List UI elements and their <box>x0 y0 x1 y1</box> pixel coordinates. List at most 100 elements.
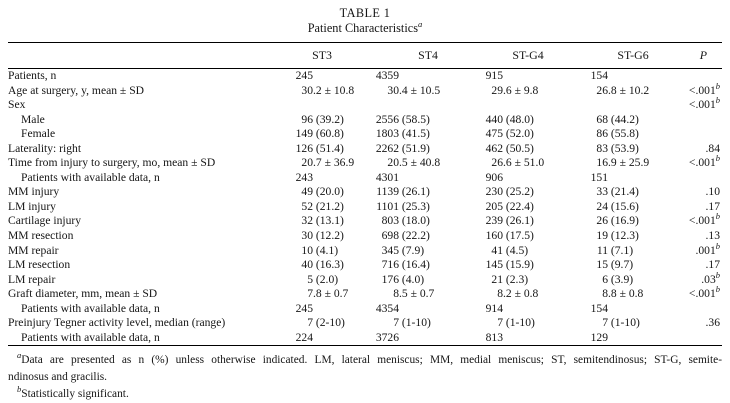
cell-stg4: 8.2 ± 0.8 <box>497 287 539 301</box>
cell-stg6: 26.8 ± 10.2 <box>596 83 650 97</box>
p-value-footnote-marker: b <box>715 95 720 106</box>
table-row: Time from injury to surgery, mo, mean ± … <box>8 154 722 171</box>
cell-st4: 4359 <box>375 69 399 82</box>
cell-st3: 243 <box>295 170 313 184</box>
cell-p-value: <.001b <box>688 211 720 228</box>
table-title-block: TABLE 1 Patient Characteristicsa <box>0 0 730 42</box>
table-row: Patients, n 245 4359 915 154 <box>8 69 722 84</box>
cell-stg4: 475 (52.0) <box>485 127 534 141</box>
cell-st4: 4301 <box>375 170 399 184</box>
cell-st4: 7 (1-10) <box>393 316 431 330</box>
cell-st4: 176 (4.0) <box>381 272 425 286</box>
p-value-footnote-marker: b <box>715 269 720 280</box>
cell-p-value <box>662 331 722 346</box>
cell-stg4: 205 (22.4) <box>485 199 534 213</box>
cell-stg6: 151 <box>590 170 608 184</box>
cell-stg6: 154 <box>590 301 608 315</box>
header-stg4: ST-G4 <box>458 42 562 69</box>
table-row: Patients with available data, n 245 4354 91… <box>8 302 722 317</box>
cell-stg4 <box>458 98 562 113</box>
row-label: Female <box>21 127 56 141</box>
cell-st3: 149 (60.8) <box>295 127 344 141</box>
cell-st4: 2262 (51.9) <box>375 141 430 155</box>
row-label: LM repair <box>8 272 56 286</box>
cell-st3 <box>278 98 366 113</box>
table-header-row: ST3 ST4 ST-G4 ST-G6 P <box>8 42 722 69</box>
cell-stg4: 440 (48.0) <box>485 112 534 126</box>
table-row: Age at surgery, y, mean ± SD 30.2 ± 10.8 3… <box>8 80 722 99</box>
table-row: MM repair 10 (4.1) 345 (7.9) 41 (4.5) 11 (7.… <box>8 240 722 259</box>
cell-p-value: .13 <box>705 229 721 243</box>
table-row: LM repair 5 (2.0) 176 (4.0) 21 (2.3) 6 (3.9)… <box>8 269 722 288</box>
table-row: Patients with available data, n 243 4301 90… <box>8 171 722 186</box>
cell-p-value: .84 <box>705 141 721 155</box>
table-row: Preinjury Tegner activity level, median … <box>8 316 722 331</box>
cell-p-value: .001b <box>695 240 720 257</box>
cell-stg4: 906 <box>485 170 503 184</box>
cell-p-value: <.001b <box>688 95 720 112</box>
cell-stg6: 16.9 ± 25.9 <box>596 156 650 170</box>
table-subtitle-text: Patient Characteristics <box>307 21 419 35</box>
cell-st3: 5 (2.0) <box>307 272 339 286</box>
cell-stg4: 21 (2.3) <box>491 272 529 286</box>
cell-stg4: 41 (4.5) <box>491 243 529 257</box>
row-label: LM injury <box>8 199 56 213</box>
cell-st4: 1803 (41.5) <box>375 127 430 141</box>
cell-p-value <box>662 113 722 128</box>
cell-stg6: 154 <box>590 69 608 82</box>
row-label: Patients with available data, n <box>21 170 160 184</box>
cell-p-value <box>662 127 722 142</box>
table-row: LM resection 40 (16.3) 716 (16.4) 145 (15.9… <box>8 258 722 273</box>
row-label: MM resection <box>8 229 74 243</box>
row-label: Preinjury Tegner activity level, median … <box>8 316 226 330</box>
row-label: Male <box>21 112 45 126</box>
cell-st4: 698 (22.2) <box>381 229 430 243</box>
header-st4: ST4 <box>366 42 458 69</box>
table-row: Laterality: right 126 (51.4) 2262 (51.9) 46… <box>8 142 722 157</box>
cell-stg6: 7 (1-10) <box>602 316 640 330</box>
footnotes: aData are presented as n (%) unless othe… <box>8 346 722 403</box>
table-row: MM injury 49 (20.0) 1139 (26.1) 230 (25.2) 3… <box>8 185 722 200</box>
row-label: Patients, n <box>8 69 57 82</box>
cell-st3: 126 (51.4) <box>295 141 344 155</box>
table-number-title: TABLE 1 <box>339 6 391 20</box>
table-row: Sex <.001b <box>8 95 722 113</box>
footnote-a-line2: ndinosus and gracilis. <box>8 371 108 384</box>
cell-st3: 7.8 ± 0.7 <box>307 287 349 301</box>
table-row: LM injury 52 (21.2) 1101 (25.3) 205 (22.4) 2… <box>8 200 722 215</box>
cell-stg4: 915 <box>485 69 503 82</box>
cell-stg6: 8.8 ± 0.8 <box>602 287 644 301</box>
p-value-footnote-marker: b <box>715 80 720 91</box>
cell-st3: 96 (39.2) <box>301 112 344 126</box>
cell-st4: 1101 (25.3) <box>376 199 430 213</box>
cell-st4: 345 (7.9) <box>381 243 425 257</box>
footnote-a-marker: a <box>17 350 22 361</box>
cell-p-value: <.001b <box>688 80 720 97</box>
row-label: MM injury <box>8 185 60 199</box>
footnote-a-text1: Data are presented as n (%) unless other… <box>21 354 722 367</box>
table-row: Male 96 (39.2) 2556 (58.5) 440 (48.0) 68 (44… <box>8 113 722 128</box>
cell-st3: 7 (2-10) <box>307 316 345 330</box>
header-p-value: P <box>662 42 722 69</box>
cell-st3: 32 (13.1) <box>301 214 344 228</box>
cell-stg4: 230 (25.2) <box>485 185 534 199</box>
cell-st4: 2556 (58.5) <box>375 112 430 126</box>
cell-st3: 52 (21.2) <box>301 199 344 213</box>
cell-stg4: 145 (15.9) <box>485 258 534 272</box>
cell-stg6: 19 (12.3) <box>596 229 639 243</box>
cell-st4: 20.5 ± 40.8 <box>387 156 441 170</box>
cell-stg4: 239 (26.1) <box>485 214 534 228</box>
cell-st4: 8.5 ± 0.7 <box>393 287 435 301</box>
cell-st4 <box>366 98 458 113</box>
header-st3: ST3 <box>278 42 366 69</box>
row-label: LM resection <box>8 258 71 272</box>
cell-p-value <box>662 171 722 186</box>
cell-st3: 10 (4.1) <box>301 243 339 257</box>
table-row: Female 149 (60.8) 1803 (41.5) 475 (52.0) 86 … <box>8 127 722 142</box>
cell-stg6: 6 (3.9) <box>602 272 634 286</box>
table-row: Graft diameter, mm, mean ± SD 7.8 ± 0.7 8.… <box>8 285 722 302</box>
cell-p-value <box>662 302 722 317</box>
row-label: Time from injury to surgery, mo, mean ± … <box>8 156 216 170</box>
cell-p-value: .03b <box>701 269 720 286</box>
